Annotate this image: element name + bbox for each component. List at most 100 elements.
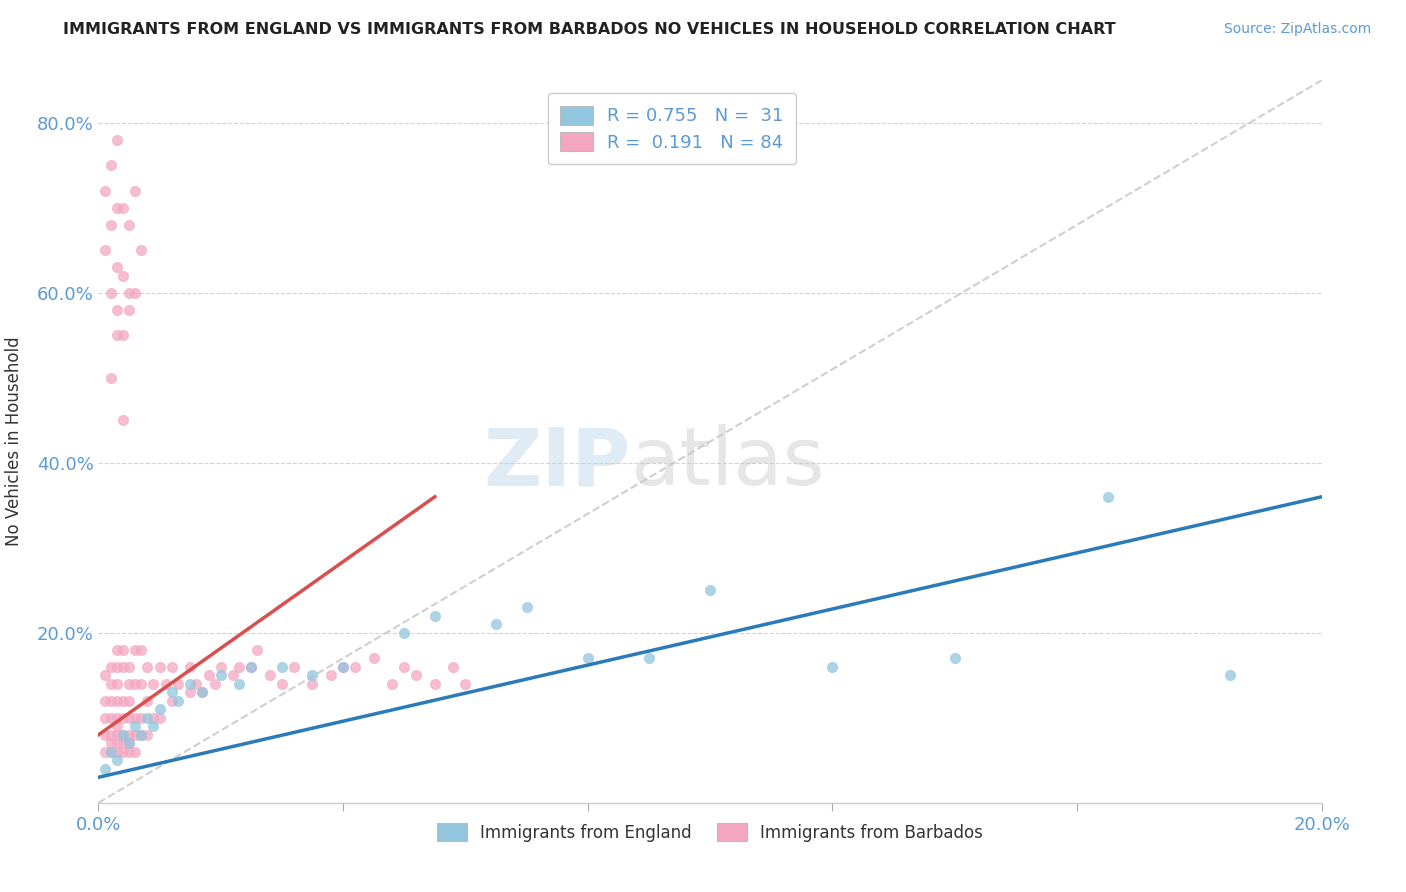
Point	[111, 728, 134, 742]
Point	[179, 685, 201, 699]
Point	[105, 728, 128, 742]
Point	[105, 694, 128, 708]
Text: ZIP: ZIP	[484, 425, 630, 502]
Point	[105, 711, 128, 725]
Point	[124, 285, 146, 300]
Point	[392, 625, 416, 640]
Point	[332, 660, 354, 674]
Point	[332, 660, 354, 674]
Point	[283, 660, 305, 674]
Point	[118, 302, 141, 317]
Point	[100, 745, 122, 759]
Point	[124, 745, 146, 759]
Text: IMMIGRANTS FROM ENGLAND VS IMMIGRANTS FROM BARBADOS NO VEHICLES IN HOUSEHOLD COR: IMMIGRANTS FROM ENGLAND VS IMMIGRANTS FR…	[63, 22, 1116, 37]
Point	[142, 711, 165, 725]
Point	[124, 184, 146, 198]
Point	[637, 651, 661, 665]
Point	[105, 677, 128, 691]
Point	[105, 736, 128, 750]
Point	[301, 668, 323, 682]
Point	[129, 244, 152, 258]
Point	[516, 600, 538, 615]
Point	[228, 677, 250, 691]
Point	[105, 302, 128, 317]
Point	[100, 218, 122, 232]
Point	[100, 694, 122, 708]
Point	[105, 753, 128, 767]
Point	[100, 736, 122, 750]
Point	[105, 660, 128, 674]
Point	[100, 728, 122, 742]
Point	[943, 651, 966, 665]
Point	[129, 728, 152, 742]
Point	[160, 685, 183, 699]
Point	[118, 736, 141, 750]
Point	[129, 711, 152, 725]
Point	[93, 711, 115, 725]
Point	[111, 736, 134, 750]
Point	[111, 642, 134, 657]
Point	[167, 694, 190, 708]
Point	[392, 660, 416, 674]
Point	[111, 413, 134, 427]
Point	[423, 608, 446, 623]
Point	[100, 660, 122, 674]
Point	[240, 660, 263, 674]
Point	[576, 651, 599, 665]
Point	[100, 677, 122, 691]
Point	[209, 660, 232, 674]
Point	[118, 736, 141, 750]
Point	[186, 677, 208, 691]
Point	[228, 660, 250, 674]
Point	[118, 745, 141, 759]
Point	[344, 660, 367, 674]
Point	[319, 668, 342, 682]
Point	[699, 583, 721, 598]
Point	[124, 711, 146, 725]
Point	[111, 711, 134, 725]
Point	[259, 668, 281, 682]
Point	[100, 285, 122, 300]
Text: Source: ZipAtlas.com: Source: ZipAtlas.com	[1223, 22, 1371, 37]
Point	[111, 660, 134, 674]
Point	[136, 694, 159, 708]
Text: atlas: atlas	[630, 425, 825, 502]
Point	[142, 719, 165, 733]
Point	[124, 719, 146, 733]
Point	[485, 617, 508, 632]
Point	[160, 660, 183, 674]
Point	[100, 711, 122, 725]
Point	[93, 762, 115, 776]
Point	[105, 719, 128, 733]
Point	[142, 677, 165, 691]
Point	[209, 668, 232, 682]
Point	[179, 677, 201, 691]
Point	[136, 728, 159, 742]
Point	[179, 660, 201, 674]
Point	[149, 702, 172, 716]
Point	[93, 745, 115, 759]
Point	[118, 694, 141, 708]
Point	[93, 694, 115, 708]
Point	[160, 694, 183, 708]
Point	[191, 685, 214, 699]
Point	[100, 158, 122, 172]
Point	[105, 745, 128, 759]
Point	[124, 642, 146, 657]
Point	[105, 201, 128, 215]
Point	[441, 660, 464, 674]
Point	[93, 728, 115, 742]
Point	[93, 244, 115, 258]
Point	[129, 642, 152, 657]
Point	[100, 745, 122, 759]
Point	[136, 711, 159, 725]
Point	[105, 133, 128, 147]
Point	[105, 260, 128, 275]
Point	[167, 677, 190, 691]
Point	[118, 218, 141, 232]
Point	[821, 660, 844, 674]
Point	[105, 328, 128, 343]
Point	[381, 677, 404, 691]
Point	[93, 668, 115, 682]
Point	[246, 642, 269, 657]
